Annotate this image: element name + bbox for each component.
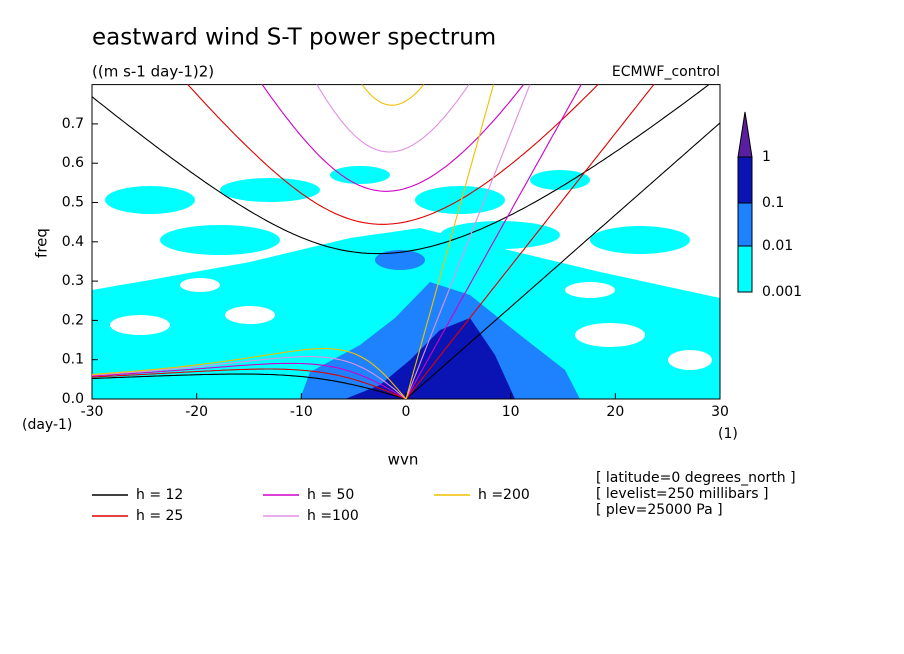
note: [ plev=25000 Pa ] <box>596 502 723 518</box>
dispersion-curve <box>261 84 525 192</box>
x-tick-label: 0 <box>402 404 411 420</box>
colorbar-box <box>737 156 753 204</box>
x-tick-label: 30 <box>711 404 729 420</box>
dispersion-curve <box>405 122 720 399</box>
dispersion-curve <box>405 84 495 399</box>
y-tick-label: 0.2 <box>62 312 84 328</box>
colorbar-label: 0.001 <box>762 284 802 300</box>
legend-label: h = 25 <box>136 508 183 524</box>
colorbar-box <box>737 202 753 247</box>
x-tick-label: 10 <box>502 404 520 420</box>
y-tick-label: 0.0 <box>62 391 84 407</box>
x-tick-label: -30 <box>81 404 104 420</box>
dispersion-curve <box>92 84 710 255</box>
legend-label: h =200 <box>478 487 530 503</box>
note: [ latitude=0 degrees_north ] <box>596 470 796 486</box>
y-tick-label: 0.5 <box>62 195 84 211</box>
dataset-label: ECMWF_control <box>612 64 720 80</box>
chart-title: eastward wind S-T power spectrum <box>92 25 496 51</box>
legend-label: h = 12 <box>136 487 183 503</box>
x-tick-label: -10 <box>290 404 313 420</box>
y-tick-label: 0.7 <box>62 116 84 132</box>
dispersion-curve <box>92 362 407 399</box>
colorbar-label: 1 <box>762 149 771 165</box>
colorbar-label: 0.1 <box>762 195 784 211</box>
dispersion-curve <box>405 84 582 399</box>
x-tick-label: 20 <box>606 404 624 420</box>
x-unit: (1) <box>718 426 738 442</box>
colorbar-box <box>737 245 753 293</box>
y-unit: (day-1) <box>22 417 72 433</box>
dispersion-curve <box>92 373 407 399</box>
dispersion-curve <box>92 348 407 399</box>
note: [ levelist=250 millibars ] <box>596 486 768 502</box>
subtitle: ((m s-1 day-1)2) <box>92 63 214 81</box>
dispersion-curve <box>405 84 655 399</box>
colorbar-arrow <box>737 111 753 158</box>
y-tick-label: 0.3 <box>62 273 84 289</box>
y-tick-label: 0.4 <box>62 234 84 250</box>
x-axis-label: wvn <box>388 451 419 469</box>
x-tick-label: -20 <box>185 404 208 420</box>
y-axis-label: freq <box>33 228 51 258</box>
legend-label: h =100 <box>307 508 359 524</box>
dispersion-curve <box>361 84 425 106</box>
colorbar-label: 0.01 <box>762 238 793 254</box>
legend-label: h = 50 <box>307 487 354 503</box>
dispersion-curve <box>316 84 470 153</box>
dispersion-curve <box>92 368 407 399</box>
spectrum-field <box>92 166 720 399</box>
curves <box>92 84 720 399</box>
dispersion-curve <box>405 84 531 399</box>
y-tick-label: 0.6 <box>62 155 84 171</box>
dispersion-curve <box>187 84 599 225</box>
y-tick-label: 0.1 <box>62 352 84 368</box>
dispersion-curve <box>92 356 407 399</box>
